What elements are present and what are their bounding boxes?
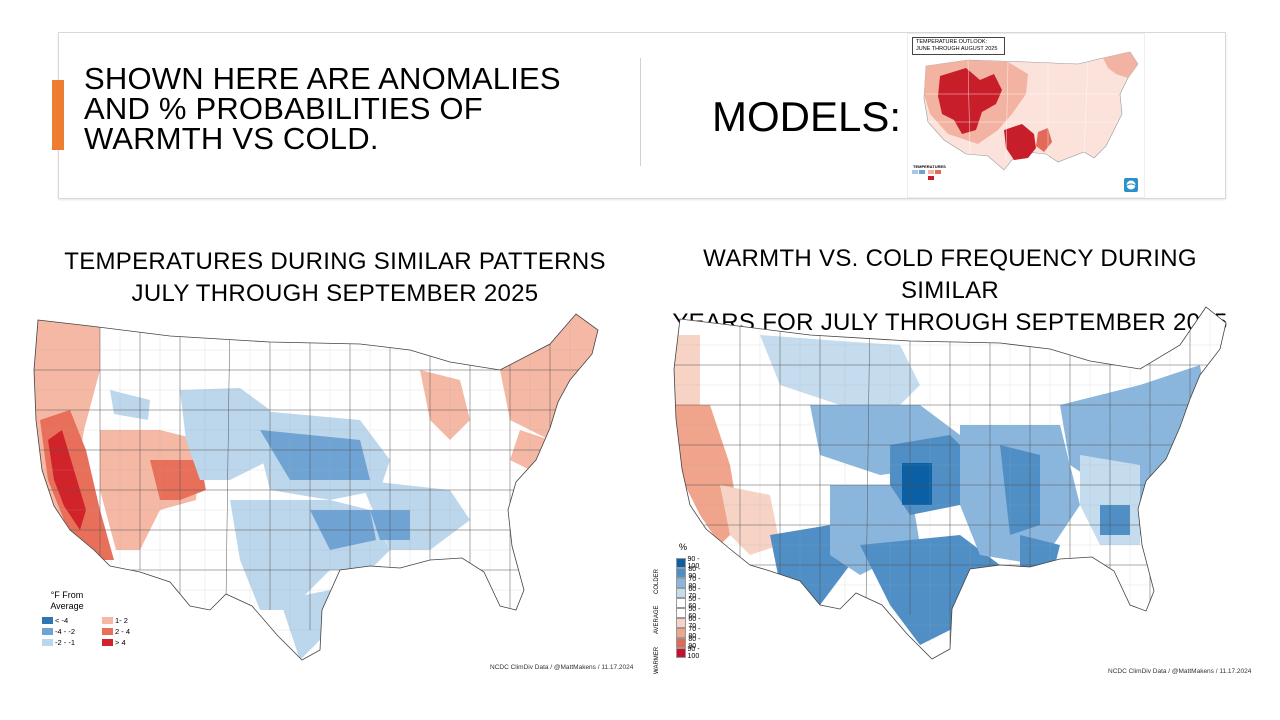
legend-label: -2 - -1: [55, 638, 76, 647]
anomaly-legend-item: 1- 2: [102, 616, 162, 625]
anomaly-legend-items: < -4 1- 2 -4 - -2 2 - 4 -2 - -1 > 4: [42, 616, 162, 647]
noaa-logo-icon: [1124, 178, 1138, 192]
models-label: MODELS:: [712, 93, 902, 140]
carolinas-cool-region: [1140, 455, 1180, 535]
gulf-coast-cool-region: [280, 590, 330, 660]
legend-swatch: [102, 639, 113, 646]
anomaly-legend: °F From Average < -4 1- 2 -4 - -2 2 - 4 -2 -…: [42, 590, 162, 647]
headline-text: SHOWN HERE ARE ANOMALIES AND % PROBABILI…: [84, 61, 561, 156]
legend-label: 70 - 80: [688, 626, 701, 640]
right-map-credit: NCDC ClimDiv Data / @MattMakens / 11.17.…: [1108, 668, 1252, 675]
left-map-title: TEMPERATURES DURING SIMILAR PATTERNS JUL…: [40, 246, 630, 310]
inset-legend-swatch: [928, 170, 934, 174]
inset-legend-swatch: [935, 170, 941, 174]
legend-side-warmer: WARMER: [654, 646, 660, 674]
outlook-map-image: [912, 51, 1139, 192]
legend-swatch: [676, 588, 687, 598]
northeast-warm-region: [500, 314, 598, 440]
anomaly-legend-item: > 4: [102, 638, 162, 647]
rockies-cool-region: [180, 388, 270, 480]
inset-legend-swatch: [928, 176, 934, 180]
legend-label: 60 - 70: [688, 616, 701, 630]
anomaly-legend-item: -2 - -1: [42, 638, 102, 647]
legend-label: 2 - 4: [115, 627, 131, 636]
inset-legend-swatch: [912, 170, 918, 174]
right-map-title: WARMTH VS. COLD FREQUENCY DURING SIMILAR…: [660, 243, 1240, 339]
legend-label: 50 - 60: [688, 606, 701, 620]
us-border-right: [673, 306, 1227, 660]
michigan-warm-region: [420, 370, 470, 440]
legend-label: -4 - -2: [55, 627, 76, 636]
legend-label: 80 - 90: [688, 636, 701, 650]
california-hot-region: [48, 430, 86, 530]
southwest-light-warm-region: [720, 485, 780, 555]
anomaly-legend-title: °F From Average: [50, 590, 84, 611]
legend-label: 90 - 100: [687, 646, 700, 660]
california-warm-region: [674, 405, 740, 545]
legend-label: 60 - 70: [688, 586, 701, 600]
legend-swatch: [102, 617, 113, 624]
frequency-legend-item: 90 - 100: [676, 556, 704, 570]
legend-swatch: [676, 618, 687, 628]
northeast-warm-region: [1103, 52, 1138, 78]
legend-swatch: [42, 628, 53, 635]
inset-legend-swatch: [919, 170, 925, 174]
legend-label: > 4: [115, 638, 126, 647]
frequency-legend-item: 50 - 60: [676, 606, 704, 620]
outlook-state-lines: [926, 59, 1118, 161]
left-map-title-line2: JULY THROUGH SEPTEMBER 2025: [131, 280, 539, 307]
legend-swatch: [42, 639, 53, 646]
frequency-legend-item: 50 - 60: [676, 596, 704, 610]
legend-swatch: [102, 628, 113, 635]
inset-title: TEMPERATURE OUTLOOK: JUNE THROUGH AUGUST…: [912, 37, 1005, 55]
legend-swatch: [42, 617, 53, 624]
legend-swatch: [676, 638, 687, 648]
banner-divider: [640, 58, 641, 166]
legend-swatch: [676, 558, 686, 568]
central-plains-cool-region: [260, 430, 370, 480]
frequency-legend-item: 90 - 100: [676, 646, 704, 660]
frequency-legend-item: 80 - 90: [676, 636, 704, 650]
legend-side-colder: COLDER: [654, 568, 660, 594]
legend-label: 70 - 80: [688, 576, 701, 590]
legend-side-average: AVERAGE: [654, 605, 660, 634]
frequency-legend-item: 80 - 90: [676, 566, 704, 580]
legend-label: 50 - 60: [688, 596, 701, 610]
frequency-legend-item: 70 - 80: [676, 626, 704, 640]
west-hot-region: [938, 68, 1002, 134]
frequency-legend-item: 70 - 80: [676, 576, 704, 590]
temperature-anomaly-map: [33, 313, 599, 661]
texas-hot-region: [1004, 124, 1036, 160]
temperature-outlook-inset: TEMPERATURE OUTLOOK: JUNE THROUGH AUGUST…: [907, 33, 1145, 198]
oregon-warm-region: [674, 335, 700, 405]
frequency-legend-items: 90 - 100 80 - 90 70 - 80 60 - 70 50 - 60 50 -…: [676, 556, 704, 660]
legend-swatch: [676, 578, 687, 588]
right-map-title-line1: WARMTH VS. COLD FREQUENCY DURING SIMILAR: [703, 245, 1197, 304]
anomaly-legend-item: -4 - -2: [42, 627, 102, 636]
frequency-legend-item: 60 - 70: [676, 616, 704, 630]
oklahoma-coldest-region: [902, 463, 932, 505]
left-map-title-line1: TEMPERATURES DURING SIMILAR PATTERNS: [64, 248, 606, 275]
legend-label: 90 - 100: [687, 556, 700, 570]
legend-swatch: [676, 648, 686, 658]
frequency-legend-item: 60 - 70: [676, 586, 704, 600]
legend-swatch: [676, 598, 687, 608]
legend-swatch: [676, 568, 687, 578]
accent-bar: [52, 80, 64, 150]
anomaly-legend-item: < -4: [42, 616, 102, 625]
georgia-cool-region: [1100, 505, 1130, 535]
legend-swatch: [676, 608, 687, 618]
legend-label: 1- 2: [115, 616, 128, 625]
warmth-cold-frequency-map: [673, 306, 1227, 660]
inset-legend-label: TEMPERATURES: [913, 164, 946, 169]
legend-label: < -4: [55, 616, 69, 625]
us-border-left: [33, 313, 599, 661]
anomaly-legend-item: 2 - 4: [102, 627, 162, 636]
legend-swatch: [676, 628, 687, 638]
frequency-legend-unit: %: [679, 542, 688, 552]
legend-label: 80 - 90: [688, 566, 701, 580]
left-map-credit: NCDC ClimDiv Data / @MattMakens / 11.17.…: [490, 664, 634, 671]
